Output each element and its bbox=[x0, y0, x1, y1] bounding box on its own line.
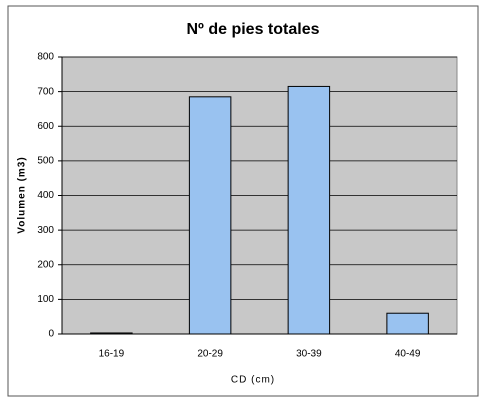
x-tick-label: 40-49 bbox=[395, 349, 421, 360]
y-tick-label: 300 bbox=[37, 225, 54, 236]
bar bbox=[188, 96, 232, 335]
x-tick-label: 20-29 bbox=[197, 349, 223, 360]
y-tick-label: 600 bbox=[37, 121, 54, 132]
bar bbox=[386, 312, 429, 335]
y-tick-label: 100 bbox=[37, 294, 54, 305]
x-axis-label: CD (cm) bbox=[231, 375, 275, 386]
y-tick-label: 500 bbox=[37, 156, 54, 167]
y-tick-label: 800 bbox=[37, 52, 54, 63]
x-tick-label: 16-19 bbox=[99, 349, 125, 360]
bar bbox=[287, 85, 331, 335]
y-axis-label: Volumen (m3) bbox=[17, 156, 28, 233]
x-tick-label: 30-39 bbox=[296, 349, 322, 360]
chart-title: Nº de pies totales bbox=[187, 21, 320, 38]
y-tick-label: 0 bbox=[48, 329, 54, 340]
y-tick-label: 200 bbox=[37, 259, 54, 270]
bar bbox=[90, 332, 133, 335]
y-tick-label: 400 bbox=[37, 190, 54, 201]
y-tick-label: 700 bbox=[37, 86, 54, 97]
